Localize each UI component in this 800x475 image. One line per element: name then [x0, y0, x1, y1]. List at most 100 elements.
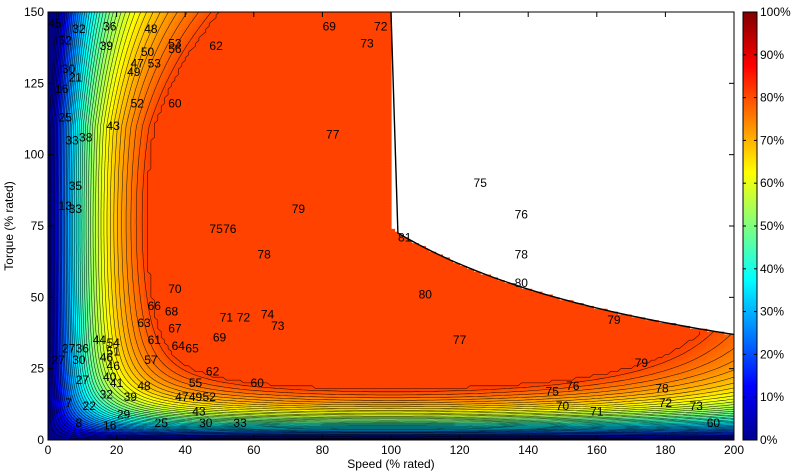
heatmap-cell [229, 411, 234, 415]
heatmap-cell [106, 428, 111, 433]
heatmap-cell [380, 434, 385, 438]
heatmap-cell [483, 411, 488, 415]
heatmap-cell [222, 411, 227, 415]
heatmap-cell [552, 428, 557, 433]
heatmap-cell [51, 434, 56, 438]
heatmap-cell [439, 425, 444, 430]
heatmap-cell [236, 428, 241, 433]
heatmap-cell [212, 422, 217, 427]
heatmap-cell [58, 422, 63, 427]
heatmap-cell [559, 414, 564, 418]
heatmap-cell [696, 420, 701, 424]
heatmap-cell [253, 420, 258, 424]
heatmap-cell [222, 408, 227, 413]
heatmap-cell [154, 420, 159, 424]
heatmap-cell [380, 411, 385, 415]
heatmap-cell [384, 422, 389, 427]
heatmap-cell [325, 422, 330, 427]
heatmap-cell [603, 420, 608, 424]
heatmap-cell [181, 417, 186, 421]
heatmap-cell [58, 428, 63, 433]
heatmap-cell [305, 425, 310, 430]
heatmap-cell [706, 417, 711, 421]
heatmap-cell [329, 420, 334, 424]
heatmap-cell [490, 414, 495, 418]
heatmap-cell [463, 417, 468, 421]
heatmap-cell [716, 422, 721, 427]
heatmap-cell [476, 414, 481, 418]
heatmap-cell [301, 431, 306, 435]
heatmap-cell [178, 422, 183, 427]
heatmap-cell [332, 422, 337, 427]
heatmap-cell [168, 420, 173, 424]
heatmap-cell [109, 411, 114, 415]
heatmap-cell [366, 425, 372, 430]
heatmap-cell [346, 431, 351, 435]
heatmap-cell [192, 411, 197, 415]
heatmap-cell [473, 425, 478, 430]
heatmap-cell [459, 425, 464, 430]
heatmap-cell [713, 425, 718, 430]
heatmap-cell [240, 420, 245, 424]
heatmap-cell [342, 420, 348, 424]
heatmap-cell [634, 431, 639, 435]
heatmap-cell [473, 431, 478, 435]
heatmap-cell [181, 431, 186, 435]
heatmap-cell [692, 420, 697, 424]
heatmap-cell [562, 425, 567, 430]
heatmap-cell [651, 414, 656, 418]
heatmap-cell [620, 414, 625, 418]
heatmap-cell [212, 414, 217, 418]
heatmap-cell [418, 425, 423, 430]
heatmap-cell [216, 411, 221, 415]
heatmap-cell [89, 408, 94, 413]
heatmap-cell [192, 420, 197, 424]
heatmap-cell [68, 425, 73, 430]
heatmap-cell [425, 425, 430, 430]
heatmap-cell [92, 417, 97, 421]
heatmap-cell [387, 431, 392, 435]
heatmap-cell [397, 420, 402, 424]
heatmap-cell [620, 411, 625, 415]
heatmap-cell [380, 422, 385, 427]
heatmap-cell [487, 411, 492, 415]
heatmap-cell [157, 422, 162, 427]
heatmap-cell [154, 411, 159, 415]
heatmap-cell [185, 411, 190, 415]
heatmap-cell [65, 425, 70, 430]
heatmap-cell [171, 428, 176, 433]
heatmap-cell [713, 411, 718, 415]
heatmap-cell [497, 411, 502, 415]
heatmap-cell [106, 408, 111, 413]
heatmap-cell [195, 411, 200, 415]
heatmap-cell [312, 425, 317, 430]
heatmap-cell [58, 425, 63, 430]
heatmap-cell [456, 420, 461, 424]
heatmap-cell [219, 425, 224, 430]
heatmap-cell [589, 420, 594, 424]
heatmap-cell [209, 425, 214, 430]
heatmap-cell [456, 434, 461, 438]
heatmap-cell [442, 434, 447, 438]
heatmap-cell [391, 411, 396, 415]
heatmap-cell [692, 417, 697, 421]
heatmap-cell [593, 425, 598, 430]
heatmap-cell [555, 422, 560, 427]
heatmap-cell [411, 422, 416, 427]
heatmap-cell [373, 431, 378, 435]
heatmap-cell [583, 422, 588, 427]
heatmap-cell [665, 428, 670, 433]
heatmap-cell [233, 422, 238, 427]
heatmap-cell [65, 420, 70, 424]
heatmap-cell [202, 420, 207, 424]
heatmap-cell [493, 411, 498, 415]
heatmap-cell [480, 425, 485, 430]
heatmap-cell [178, 431, 183, 435]
heatmap-cell [610, 414, 615, 418]
heatmap-cell [428, 420, 433, 424]
heatmap-cell [466, 422, 471, 427]
heatmap-cell [397, 431, 402, 435]
heatmap-cell [61, 428, 66, 433]
heatmap-cell [51, 411, 56, 415]
heatmap-cell [661, 414, 666, 418]
